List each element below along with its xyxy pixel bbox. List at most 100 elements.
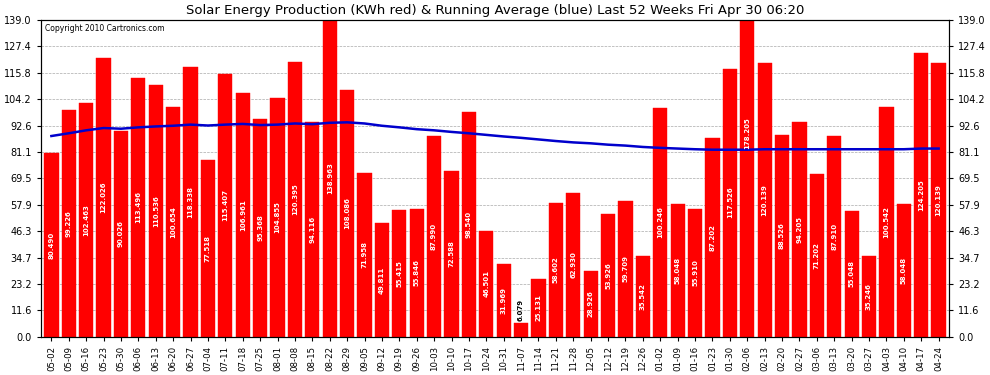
Bar [201, 160, 215, 337]
Bar [497, 264, 511, 337]
Text: 88.526: 88.526 [779, 222, 785, 249]
Bar [183, 67, 198, 337]
Text: 94.116: 94.116 [309, 216, 316, 243]
Title: Solar Energy Production (KWh red) & Running Average (blue) Last 52 Weeks Fri Apr: Solar Energy Production (KWh red) & Runn… [186, 4, 804, 17]
Bar [601, 214, 615, 337]
Bar [914, 54, 929, 337]
Text: 28.926: 28.926 [588, 290, 594, 317]
Bar [218, 74, 233, 337]
Bar [445, 171, 458, 337]
Text: 49.811: 49.811 [379, 266, 385, 294]
Text: 120.395: 120.395 [292, 183, 298, 215]
Text: 87.202: 87.202 [710, 224, 716, 251]
Text: 100.654: 100.654 [170, 206, 176, 238]
Bar [566, 193, 580, 337]
Text: 104.855: 104.855 [274, 201, 280, 233]
Bar [670, 204, 685, 337]
Bar [96, 58, 111, 337]
Bar [705, 138, 720, 337]
Bar [757, 63, 772, 337]
Text: 120.139: 120.139 [936, 184, 941, 216]
Bar [427, 136, 442, 337]
Text: 35.542: 35.542 [640, 283, 645, 310]
Text: 115.407: 115.407 [223, 189, 229, 221]
Bar [532, 279, 545, 337]
Bar [636, 256, 650, 337]
Bar [688, 209, 702, 337]
Text: 77.518: 77.518 [205, 235, 211, 262]
Text: Copyright 2010 Cartronics.com: Copyright 2010 Cartronics.com [46, 24, 165, 33]
Bar [583, 271, 598, 337]
Bar [479, 231, 493, 337]
Text: 94.205: 94.205 [796, 216, 803, 243]
Text: 120.139: 120.139 [761, 184, 767, 216]
Bar [357, 172, 371, 337]
Bar [723, 69, 737, 337]
Text: 62.930: 62.930 [570, 252, 576, 278]
Bar [619, 201, 633, 337]
Text: 100.246: 100.246 [657, 207, 663, 238]
Text: 71.958: 71.958 [361, 241, 367, 268]
Bar [166, 107, 180, 337]
Text: 90.026: 90.026 [118, 220, 124, 248]
Text: 55.415: 55.415 [396, 260, 402, 287]
Bar [514, 323, 529, 337]
Text: 117.526: 117.526 [727, 187, 733, 219]
Text: 113.496: 113.496 [136, 191, 142, 223]
Text: 99.226: 99.226 [65, 210, 72, 237]
Bar [392, 210, 407, 337]
Text: 108.086: 108.086 [345, 198, 350, 230]
Text: 98.540: 98.540 [466, 211, 472, 238]
Bar [132, 78, 146, 337]
Text: 102.463: 102.463 [83, 204, 89, 236]
Text: 35.246: 35.246 [866, 283, 872, 310]
Text: 95.368: 95.368 [257, 214, 263, 242]
Bar [61, 110, 76, 337]
Bar [741, 0, 754, 337]
Bar [79, 103, 93, 337]
Bar [375, 223, 389, 337]
Text: 55.910: 55.910 [692, 260, 698, 286]
Text: 138.963: 138.963 [327, 162, 333, 194]
Text: 58.048: 58.048 [901, 257, 907, 284]
Bar [461, 112, 476, 337]
Text: 110.536: 110.536 [152, 195, 158, 226]
Bar [827, 136, 842, 337]
Text: 59.709: 59.709 [623, 255, 629, 282]
Text: 31.969: 31.969 [501, 287, 507, 314]
Bar [775, 135, 789, 337]
Bar [323, 20, 337, 337]
Bar [792, 122, 807, 337]
Text: 55.846: 55.846 [414, 260, 420, 286]
Bar [270, 98, 285, 337]
Bar [410, 209, 424, 337]
Bar [879, 107, 894, 337]
Bar [45, 153, 58, 337]
Text: 58.048: 58.048 [674, 257, 681, 284]
Text: 122.026: 122.026 [101, 182, 107, 213]
Bar [862, 256, 876, 337]
Bar [305, 122, 320, 337]
Text: 55.048: 55.048 [848, 260, 854, 287]
Text: 46.501: 46.501 [483, 270, 489, 297]
Bar [253, 119, 267, 337]
Text: 178.205: 178.205 [744, 118, 750, 149]
Text: 106.961: 106.961 [240, 199, 246, 231]
Bar [844, 211, 858, 337]
Text: 87.990: 87.990 [431, 223, 438, 250]
Text: 118.338: 118.338 [187, 186, 194, 218]
Text: 87.910: 87.910 [832, 223, 838, 250]
Bar [897, 204, 911, 337]
Text: 6.079: 6.079 [518, 298, 524, 321]
Bar [148, 85, 163, 337]
Text: 80.490: 80.490 [49, 231, 54, 258]
Bar [288, 62, 302, 337]
Bar [653, 108, 667, 337]
Text: 53.926: 53.926 [605, 262, 611, 289]
Text: 124.205: 124.205 [918, 179, 925, 211]
Bar [114, 131, 128, 337]
Text: 100.542: 100.542 [883, 206, 889, 238]
Text: 25.131: 25.131 [536, 295, 542, 321]
Text: 71.202: 71.202 [814, 242, 820, 269]
Bar [810, 174, 824, 337]
